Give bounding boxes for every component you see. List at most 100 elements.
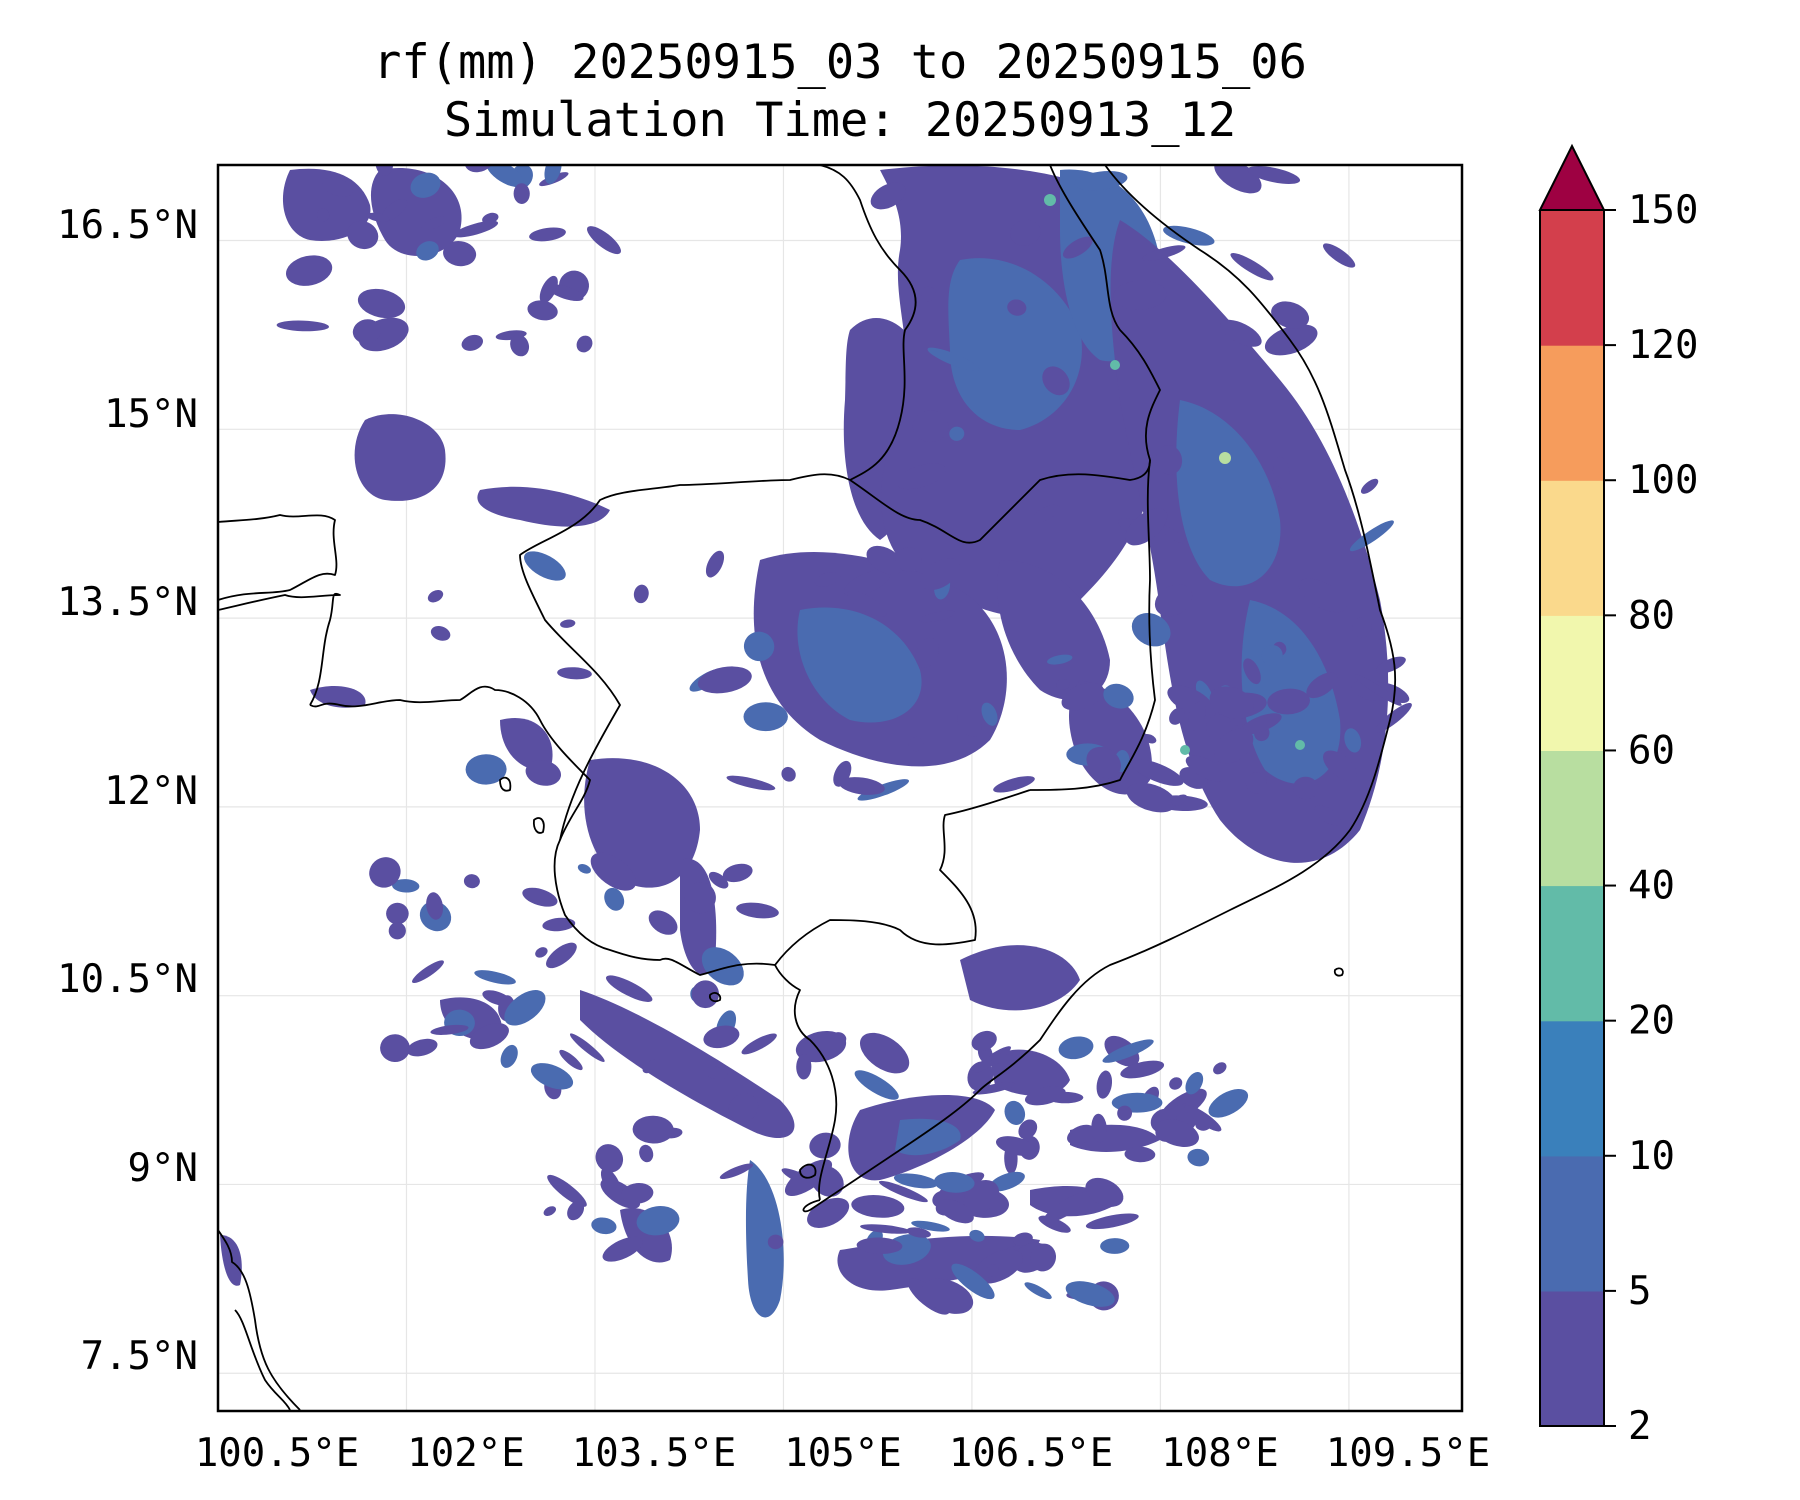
rain-speckle xyxy=(1058,1036,1094,1060)
rain-speckle xyxy=(1096,1070,1113,1099)
rain-speckle xyxy=(369,857,401,888)
rain-speckle xyxy=(1124,1146,1156,1163)
rain-speckle xyxy=(1188,701,1206,731)
rain-speckle xyxy=(604,887,625,911)
rain-speckle xyxy=(357,288,406,319)
colorbar-tick-label: 80 xyxy=(1628,593,1675,638)
rain-speckle xyxy=(388,922,406,940)
lon-tick-label: 105°E xyxy=(784,1431,901,1476)
rain-speckle xyxy=(927,347,980,371)
rain-speckle xyxy=(410,172,441,198)
rain-speckle xyxy=(559,1049,583,1071)
rain-speckle xyxy=(726,775,776,791)
rain-speckle xyxy=(736,902,779,919)
rain-speckle xyxy=(542,917,576,932)
rain-speckle xyxy=(1187,1148,1210,1167)
rain-speckle xyxy=(866,545,904,575)
rain-speckle xyxy=(995,1136,1036,1156)
rain-speckle xyxy=(1085,1213,1139,1230)
rain-speckle xyxy=(989,1171,1025,1192)
rain-speckle xyxy=(1322,243,1356,268)
rain-speckle xyxy=(1171,794,1188,806)
rain-speckle xyxy=(504,990,546,1026)
rain-speckle xyxy=(1185,1071,1204,1095)
rain-speckle xyxy=(427,589,444,603)
rain-speckle xyxy=(1126,782,1176,813)
rain-speckle xyxy=(524,551,566,581)
rain-speckle xyxy=(684,882,716,914)
rain-speckle xyxy=(1344,728,1362,753)
rain-speckle xyxy=(957,708,982,738)
lat-tick-label: 10.5°N xyxy=(57,957,198,1002)
rain-speckle xyxy=(1010,219,1041,246)
rain-speckle xyxy=(1156,445,1183,475)
rain-speckle xyxy=(938,1199,974,1224)
rain-speckle xyxy=(632,1115,674,1144)
rain-speckle xyxy=(639,1144,654,1163)
rain-speckle xyxy=(1032,504,1060,523)
rain-speckle xyxy=(1267,688,1310,715)
rain-speckle xyxy=(352,319,381,344)
rain-speckle xyxy=(406,1038,438,1057)
rain-speckle xyxy=(743,702,788,732)
colorbar-bin xyxy=(1540,1155,1604,1292)
rain-speckle xyxy=(908,736,924,752)
rain-speckle xyxy=(1141,245,1186,261)
rain-speckle xyxy=(701,947,744,986)
lon-tick-label: 109.5°E xyxy=(1326,1431,1490,1476)
rain-speckle xyxy=(934,1172,975,1193)
longitude-axis: 100.5°E 102°E 103.5°E 105°E 106.5°E 108°… xyxy=(195,1431,1490,1476)
rain-speckle xyxy=(567,1200,585,1221)
rain-speckle xyxy=(920,558,961,591)
colorbar-bin xyxy=(1540,210,1604,346)
rain-speckle xyxy=(1061,682,1104,711)
rain-speckle xyxy=(1030,1243,1057,1272)
rain-speckle xyxy=(621,1183,654,1204)
rain-speckle xyxy=(633,584,649,604)
rain-speckle xyxy=(642,1059,661,1074)
rain-speckle xyxy=(381,198,408,222)
rain-speckle xyxy=(1065,1281,1115,1307)
rain-speckle xyxy=(722,863,753,883)
rainfall-peaks xyxy=(1044,194,1305,755)
rain-speckle xyxy=(1142,733,1157,744)
rain-speckle xyxy=(1085,1177,1124,1207)
rain-speckle xyxy=(482,212,499,224)
rain-speckle xyxy=(1240,713,1282,735)
rain-speckle xyxy=(1352,617,1373,638)
rain-speckle xyxy=(851,1195,905,1218)
colorbar-bin xyxy=(1540,345,1604,481)
rain-speckle xyxy=(386,902,409,925)
rain-speckle xyxy=(921,286,936,302)
rain-speckle xyxy=(1062,236,1093,259)
colorbar-tick-label: 10 xyxy=(1628,1134,1675,1179)
rain-speckle xyxy=(1018,1119,1038,1140)
rain-speckle xyxy=(1086,746,1121,779)
rain-speckle xyxy=(1349,520,1394,552)
lon-tick-label: 108°E xyxy=(1161,1431,1278,1476)
lon-tick-label: 100.5°E xyxy=(195,1431,359,1476)
title-line-2: Simulation Time: 20250913_12 xyxy=(444,93,1236,148)
rain-speckle xyxy=(860,1224,911,1234)
colorbar-bin xyxy=(1540,1020,1604,1157)
rain-speckle xyxy=(443,241,477,267)
rain-speckle xyxy=(1306,672,1338,699)
rain-speckle xyxy=(1360,478,1379,494)
rain-speckle xyxy=(1024,1282,1052,1300)
colorbar-tick-label: 150 xyxy=(1628,188,1698,233)
rain-speckle xyxy=(322,177,354,197)
rain-speckle xyxy=(1043,1191,1090,1224)
lon-tick-label: 103.5°E xyxy=(572,1431,736,1476)
rain-speckle xyxy=(605,975,653,1002)
lat-tick-label: 9°N xyxy=(128,1146,198,1191)
rain-speckle xyxy=(636,1206,680,1236)
rain-speckle xyxy=(1213,1062,1227,1075)
rain-speckle xyxy=(595,1144,624,1173)
lat-tick-label: 13.5°N xyxy=(57,580,198,625)
rain-speckle xyxy=(893,1173,938,1189)
rain-speckle xyxy=(878,1180,928,1203)
colorbar-bin xyxy=(1540,1290,1604,1427)
rain-speckle xyxy=(539,275,558,304)
rain-speckle xyxy=(1067,1124,1096,1145)
rain-speckle xyxy=(1155,1119,1199,1148)
